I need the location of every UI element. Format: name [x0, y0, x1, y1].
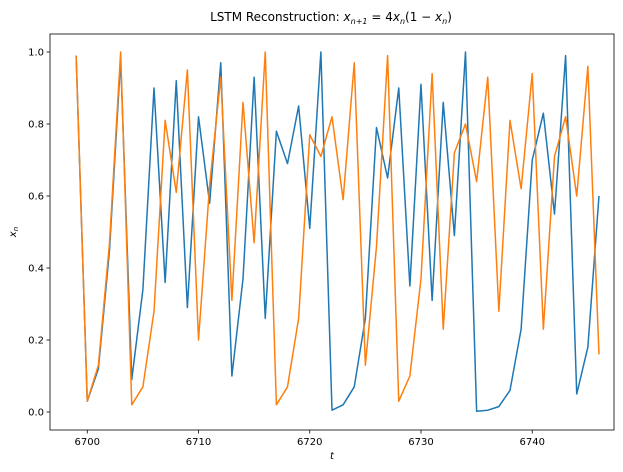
title-var-x3: x — [434, 10, 443, 24]
title-sub2: n — [400, 17, 405, 26]
y-axis-label: xn — [8, 227, 20, 238]
title-var-x2: x — [392, 10, 401, 24]
y-axis-ticks: 0.0 0.2 0.4 0.6 0.8 1.0 — [28, 48, 50, 419]
y-axis-label-var: x — [8, 231, 19, 238]
title-end: ) — [447, 10, 452, 24]
y-tick-label: 0.2 — [28, 336, 44, 347]
title-sub1: n+1 — [351, 17, 368, 26]
y-tick-label: 0.4 — [28, 264, 44, 275]
y-tick-label: 1.0 — [28, 48, 44, 59]
x-tick-label: 6720 — [297, 437, 322, 448]
x-axis-ticks: 6700 6710 6720 6730 6740 — [75, 430, 545, 448]
x-tick-label: 6730 — [408, 437, 433, 448]
title-mid: (1 − — [405, 10, 435, 24]
title-var-x1: x — [343, 10, 352, 24]
title-prefix: LSTM Reconstruction: — [210, 10, 343, 24]
title-sub3: n — [442, 17, 447, 26]
y-tick-label: 0.6 — [28, 192, 44, 203]
x-tick-label: 6710 — [186, 437, 211, 448]
x-axis-label: t — [330, 451, 335, 462]
y-tick-label: 0.8 — [28, 120, 44, 131]
x-tick-label: 6700 — [75, 437, 100, 448]
x-tick-label: 6740 — [520, 437, 545, 448]
plot-area-frame — [49, 33, 615, 431]
series-line-1 — [75, 51, 600, 413]
title-eq: = 4 — [368, 10, 393, 24]
y-tick-label: 0.0 — [28, 408, 44, 419]
series-line-2 — [75, 51, 600, 406]
series-layer — [75, 51, 600, 413]
y-axis-label-sub: n — [12, 227, 20, 231]
chart-title: LSTM Reconstruction: xn+1 = 4xn(1 − xn) — [210, 10, 452, 26]
